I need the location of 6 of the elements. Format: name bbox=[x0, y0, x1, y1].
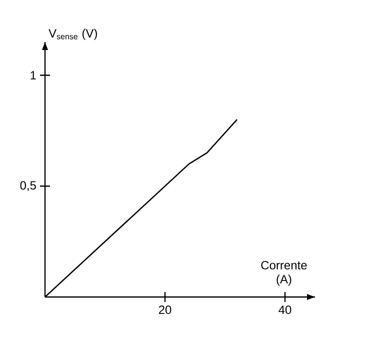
y-axis-title: V$_{sense}$ (V) bbox=[48, 28, 97, 40]
x-tick-label: 20 bbox=[158, 306, 172, 314]
x-tick-label: 40 bbox=[278, 306, 292, 314]
x-axis-title: Corrente (A) bbox=[261, 260, 307, 286]
y-tick-label: 1 bbox=[30, 71, 36, 80]
y-tick-label: 0,5 bbox=[20, 181, 36, 192]
